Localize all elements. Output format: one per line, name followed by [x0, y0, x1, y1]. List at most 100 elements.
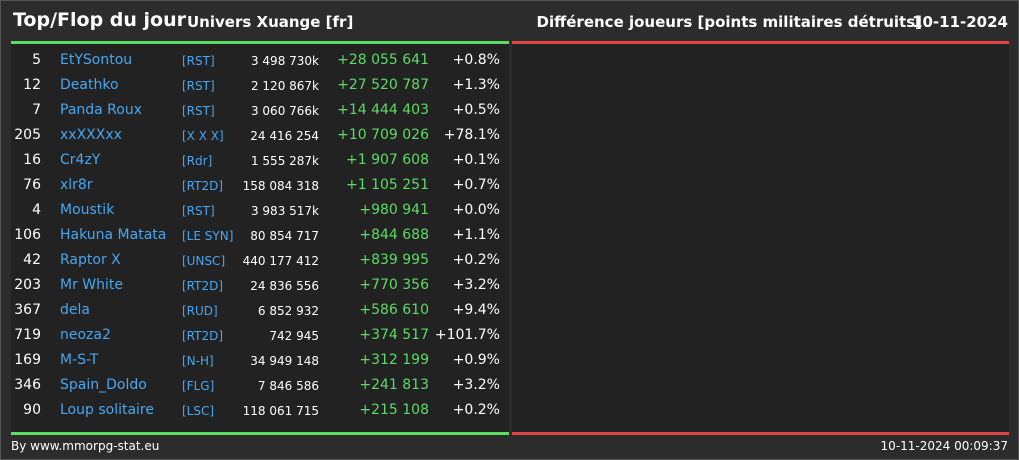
rank-cell: 346: [14, 377, 41, 393]
points-value: 24 836 556: [250, 279, 319, 293]
percent-value: +0.7%: [452, 177, 500, 193]
percent-value: +0.2%: [452, 252, 500, 268]
points-value: 440 177 412: [242, 254, 319, 268]
alliance-link[interactable]: [RUD]: [182, 304, 218, 318]
difference-value: +27 520 787: [337, 77, 429, 93]
rank-cell: 106: [14, 227, 41, 243]
points-value: 3 983 517k: [250, 204, 319, 218]
points-value: 34 949 148: [250, 354, 319, 368]
points-value: 80 854 717: [250, 229, 319, 243]
top-panel-top-bar: [11, 41, 509, 44]
rank-cell: 42: [23, 252, 41, 268]
alliance-link[interactable]: [Rdr]: [182, 154, 213, 168]
player-name-link[interactable]: Hakuna Matata: [60, 227, 167, 243]
table-row: 169 M-S-T [N-H] 34 949 148 +312 199 +0.9%: [11, 351, 509, 376]
table-row: 7 Panda Roux [RST] 3 060 766k +14 444 403 +0.…: [11, 101, 509, 126]
difference-value: +215 108: [359, 402, 429, 418]
rank-cell: 7: [32, 102, 41, 118]
rank-cell: 169: [14, 352, 41, 368]
table-row: 367 dela [RUD] 6 852 932 +586 610 +9.4%: [11, 301, 509, 326]
percent-value: +3.2%: [452, 277, 500, 293]
percent-value: +1.1%: [452, 227, 500, 243]
player-name-link[interactable]: xxXXXxx: [60, 127, 122, 143]
rank-cell: 4: [32, 202, 41, 218]
difference-value: +1 907 608: [346, 152, 429, 168]
alliance-link[interactable]: [LE SYN]: [182, 229, 234, 243]
alliance-link[interactable]: [RT2D]: [182, 329, 224, 343]
alliance-link[interactable]: [RST]: [182, 204, 215, 218]
alliance-link[interactable]: [FLG]: [182, 379, 215, 393]
flop-panel-top-bar: [512, 41, 1009, 44]
percent-value: +3.2%: [452, 377, 500, 393]
table-row: 205 xxXXXxx [X X X] 24 416 254 +10 709 026 +7…: [11, 126, 509, 151]
difference-value: +1 105 251: [346, 177, 429, 193]
page-title: Top/Flop du jour: [13, 9, 186, 31]
header: Top/Flop du jour Univers Xuange [fr] Dif…: [1, 1, 1018, 41]
rank-cell: 16: [23, 152, 41, 168]
difference-value: +10 709 026: [337, 127, 429, 143]
difference-value: +844 688: [359, 227, 429, 243]
table-row: 719 neoza2 [RT2D] 742 945 +374 517 +101.7%: [11, 326, 509, 351]
player-name-link[interactable]: Cr4zY: [60, 152, 101, 168]
points-value: 118 061 715: [242, 404, 319, 418]
difference-value: +839 995: [359, 252, 429, 268]
player-name-link[interactable]: Panda Roux: [60, 102, 143, 118]
alliance-link[interactable]: [LSC]: [182, 404, 215, 418]
table-row: 106 Hakuna Matata [LE SYN] 80 854 717 +844 6…: [11, 226, 509, 251]
difference-value: +312 199: [359, 352, 429, 368]
percent-value: +9.4%: [452, 302, 500, 318]
points-value: 1 555 287k: [250, 154, 319, 168]
table-row: 12 Deathko [RST] 2 120 867k +27 520 787 +1.3%: [11, 76, 509, 101]
alliance-link[interactable]: [RT2D]: [182, 179, 224, 193]
percent-value: +0.2%: [452, 402, 500, 418]
points-value: 7 846 586: [257, 379, 319, 393]
percent-value: +1.3%: [452, 77, 500, 93]
difference-value: +586 610: [359, 302, 429, 318]
player-name-link[interactable]: Spain_Doldo: [60, 377, 147, 393]
universe-label: Univers Xuange [fr]: [187, 13, 354, 31]
alliance-link[interactable]: [X X X]: [182, 129, 224, 143]
difference-value: +28 055 641: [337, 52, 429, 68]
player-name-link[interactable]: xlr8r: [60, 177, 93, 193]
alliance-link[interactable]: [RST]: [182, 79, 215, 93]
metric-title: Différence joueurs [points militaires dé…: [536, 13, 922, 31]
footer-timestamp: 10-11-2024 00:09:37: [880, 439, 1008, 453]
player-name-link[interactable]: Loup solitaire: [60, 402, 154, 418]
alliance-link[interactable]: [RST]: [182, 104, 215, 118]
player-name-link[interactable]: dela: [60, 302, 90, 318]
rank-cell: 203: [14, 277, 41, 293]
player-name-link[interactable]: Mr White: [60, 277, 123, 293]
player-name-link[interactable]: M-S-T: [60, 352, 99, 368]
player-name-link[interactable]: EtYSontou: [60, 52, 133, 68]
alliance-link[interactable]: [UNSC]: [182, 254, 226, 268]
points-value: 742 945: [269, 329, 319, 343]
player-name-link[interactable]: Deathko: [60, 77, 119, 93]
points-value: 3 498 730k: [250, 54, 319, 68]
rank-cell: 76: [23, 177, 41, 193]
player-name-link[interactable]: Moustik: [60, 202, 115, 218]
difference-value: +374 517: [359, 327, 429, 343]
percent-value: +0.5%: [452, 102, 500, 118]
top-panel: 5 EtYSontou [RST] 3 498 730k +28 055 641 +0.8…: [11, 41, 509, 435]
percent-value: +0.0%: [452, 202, 500, 218]
player-name-link[interactable]: Raptor X: [60, 252, 121, 268]
header-date: 10-11-2024: [912, 13, 1008, 31]
percent-value: +0.8%: [452, 52, 500, 68]
alliance-link[interactable]: [RST]: [182, 54, 215, 68]
table-row: 346 Spain_Doldo [FLG] 7 846 586 +241 813 +3.2…: [11, 376, 509, 401]
rank-cell: 719: [14, 327, 41, 343]
percent-value: +101.7%: [434, 327, 500, 343]
points-value: 158 084 318: [242, 179, 319, 193]
table-row: 16 Cr4zY [Rdr] 1 555 287k +1 907 608 +0.1%: [11, 151, 509, 176]
points-value: 24 416 254: [250, 129, 319, 143]
player-name-link[interactable]: neoza2: [60, 327, 111, 343]
difference-value: +14 444 403: [337, 102, 429, 118]
difference-value: +770 356: [359, 277, 429, 293]
points-value: 2 120 867k: [250, 79, 319, 93]
rank-cell: 367: [14, 302, 41, 318]
percent-value: +78.1%: [443, 127, 500, 143]
alliance-link[interactable]: [RT2D]: [182, 279, 224, 293]
alliance-link[interactable]: [N-H]: [182, 354, 214, 368]
difference-value: +241 813: [359, 377, 429, 393]
